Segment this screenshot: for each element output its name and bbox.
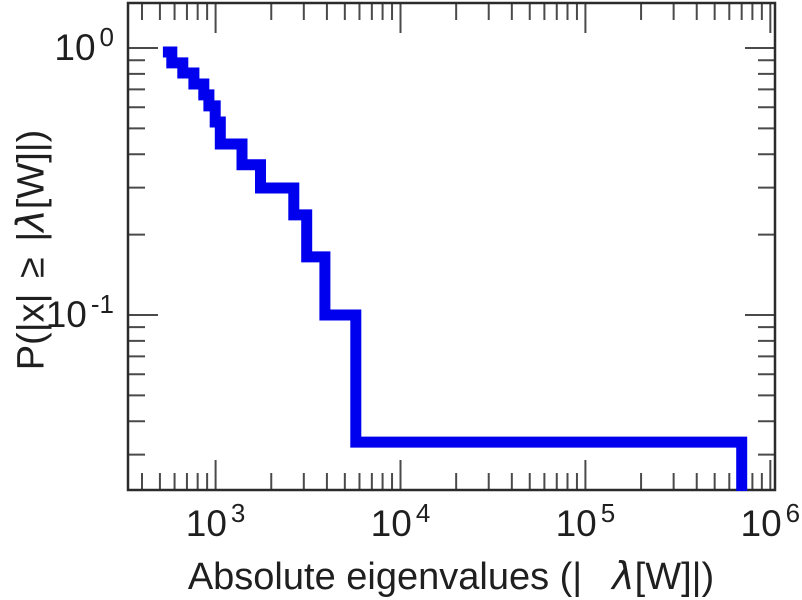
- y-tick-label: 10 -1: [45, 289, 114, 336]
- tick-base: 10: [370, 503, 412, 544]
- y-axis-label-post: [W]|): [10, 129, 53, 210]
- x-tick-label: 10 4: [370, 498, 431, 545]
- lambda-symbol: λ: [8, 209, 53, 232]
- x-tick-label: 10 5: [555, 498, 616, 545]
- lambda-symbol: λ: [612, 554, 635, 598]
- x-axis-label: Absolute eigenvalues (| λ[W]|): [188, 554, 714, 599]
- tick-exponent: 6: [785, 498, 801, 528]
- tick-exponent: 4: [415, 498, 431, 528]
- x-axis-label-post: [W]|): [634, 556, 715, 598]
- x-tick-label: 10 6: [740, 498, 801, 545]
- tick-base: 10: [45, 293, 87, 335]
- tick-exponent: 0: [99, 21, 114, 52]
- x-axis-label-pre: Absolute eigenvalues (|: [187, 556, 583, 598]
- tick-exponent: 5: [600, 498, 616, 528]
- x-tick-label: 10 3: [185, 498, 246, 545]
- tick-base: 10: [740, 503, 782, 544]
- y-tick-label: 10 0: [54, 22, 114, 69]
- tick-base: 10: [54, 26, 96, 68]
- tick-base: 10: [185, 503, 227, 544]
- tick-exponent: 3: [230, 498, 246, 528]
- ccdf-curve: [162, 46, 748, 491]
- tick-base: 10: [555, 503, 597, 544]
- tick-exponent: -1: [90, 288, 114, 319]
